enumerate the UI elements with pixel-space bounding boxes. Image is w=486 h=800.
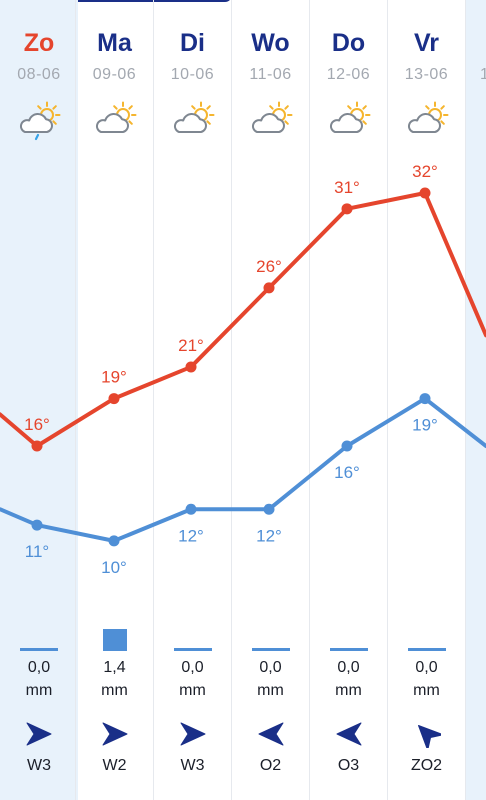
day-date: 10-06 bbox=[170, 66, 215, 83]
raindrop-part bbox=[34, 133, 40, 141]
rain-bar bbox=[407, 648, 446, 651]
wind-label: O3 bbox=[337, 757, 360, 774]
cloud-part bbox=[329, 113, 363, 133]
partly-cloudy-icon bbox=[251, 101, 292, 133]
rain-amount: 0,0 bbox=[181, 659, 204, 676]
wind-label: O2 bbox=[259, 757, 282, 774]
rain-unit: mm bbox=[335, 682, 362, 699]
day-column-1[interactable]: Ma 09-06 1,4 mm W2 bbox=[75, 0, 153, 800]
day-name: Ma bbox=[97, 29, 132, 57]
high-temperature-label: 31° bbox=[334, 178, 360, 197]
rain-bar bbox=[20, 648, 58, 651]
day-date: 08-06 bbox=[17, 66, 61, 83]
high-temperature-point bbox=[31, 440, 43, 452]
rain-amount: 0,0 bbox=[415, 659, 438, 676]
partly-cloudy-icon bbox=[329, 101, 370, 133]
low-temperature-label: 19° bbox=[412, 416, 438, 435]
low-temperature-point bbox=[419, 393, 431, 405]
low-temperature-label: 12° bbox=[178, 526, 204, 545]
high-temperature-line bbox=[0, 191, 486, 448]
rain-amount: 0,0 bbox=[27, 659, 51, 676]
rain-amount: 1,4 bbox=[103, 659, 126, 676]
wind-label: ZO2 bbox=[410, 757, 443, 774]
day-date-partial: 1 bbox=[480, 66, 486, 83]
rain-bar bbox=[251, 648, 290, 651]
low-temperature-point bbox=[263, 503, 275, 515]
wind-direction-icon bbox=[26, 722, 52, 746]
rain-amount: 0,0 bbox=[337, 659, 360, 676]
day-name: Zo bbox=[23, 29, 55, 57]
low-temperature-point bbox=[341, 440, 353, 452]
cloud-part bbox=[173, 113, 207, 133]
low-temperature-label: 10° bbox=[101, 558, 127, 577]
low-temperature-point bbox=[108, 535, 120, 547]
rain-unit: mm bbox=[413, 682, 440, 699]
rain-unit: mm bbox=[101, 682, 128, 699]
day-column-3[interactable]: Wo 11-06 0,0 mm O2 bbox=[231, 0, 309, 800]
day-name: Di bbox=[180, 29, 205, 57]
high-temperature-point bbox=[263, 282, 275, 294]
rain-unit: mm bbox=[179, 682, 206, 699]
high-temperature-point bbox=[341, 203, 353, 215]
rain-unit: mm bbox=[25, 682, 53, 699]
rain-amount: 0,0 bbox=[259, 659, 282, 676]
day-column-2[interactable]: Di 10-06 0,0 mm W3 bbox=[153, 0, 231, 800]
day-name: Do bbox=[331, 29, 366, 57]
day-name: Vr bbox=[413, 29, 440, 57]
cloud-part bbox=[407, 113, 441, 133]
low-temperature-label: 11° bbox=[25, 542, 49, 561]
rain-unit: mm bbox=[257, 682, 284, 699]
low-temperature-point bbox=[31, 519, 43, 531]
low-temperature-point bbox=[185, 503, 197, 515]
partly-sunny-rain-icon bbox=[19, 101, 61, 141]
rain-bar bbox=[102, 629, 127, 651]
partly-cloudy-icon bbox=[173, 101, 214, 133]
scroll-indicator bbox=[70, 0, 232, 2]
high-temperature-point bbox=[185, 361, 197, 373]
day-column-4[interactable]: Do 12-06 0,0 mm O3 bbox=[309, 0, 387, 800]
low-temperature-line bbox=[0, 396, 486, 543]
wind-direction-icon bbox=[258, 722, 283, 746]
day-date: 12-06 bbox=[326, 66, 371, 83]
wind-label: W2 bbox=[102, 757, 127, 774]
day-column-next-partial[interactable]: 1 bbox=[465, 0, 486, 800]
high-temperature-label: 16° bbox=[24, 415, 50, 434]
rain-bar bbox=[173, 648, 212, 651]
high-temperature-label: 26° bbox=[256, 257, 282, 276]
cloud-part bbox=[19, 113, 53, 133]
partly-cloudy-icon bbox=[407, 101, 448, 133]
high-temperature-point bbox=[419, 187, 431, 199]
cloud-part bbox=[95, 113, 129, 133]
day-date: 09-06 bbox=[92, 66, 137, 83]
day-date: 11-06 bbox=[249, 66, 292, 83]
day-date: 13-06 bbox=[404, 66, 449, 83]
cloud-part bbox=[251, 113, 285, 133]
day-column-0[interactable]: Zo 08-06 0,0 mm W3 bbox=[0, 0, 78, 800]
low-temperature-label: 12° bbox=[256, 526, 282, 545]
wind-direction-icon bbox=[417, 725, 441, 748]
high-temperature-label: 21° bbox=[178, 336, 204, 355]
wind-direction-icon bbox=[336, 722, 361, 746]
day-column-5[interactable]: Vr 13-06 0,0 mm ZO2 bbox=[387, 0, 465, 800]
day-name: Wo bbox=[251, 29, 290, 57]
wind-direction-icon bbox=[180, 722, 205, 746]
wind-direction-icon bbox=[102, 722, 127, 746]
partly-cloudy-icon bbox=[95, 101, 136, 133]
high-temperature-label: 32° bbox=[412, 162, 438, 181]
wind-label: W3 bbox=[180, 757, 205, 774]
wind-label: W3 bbox=[27, 757, 51, 774]
high-temperature-point bbox=[108, 393, 120, 405]
high-temperature-label: 19° bbox=[101, 368, 127, 387]
low-temperature-label: 16° bbox=[334, 463, 360, 482]
rain-bar bbox=[329, 648, 368, 651]
